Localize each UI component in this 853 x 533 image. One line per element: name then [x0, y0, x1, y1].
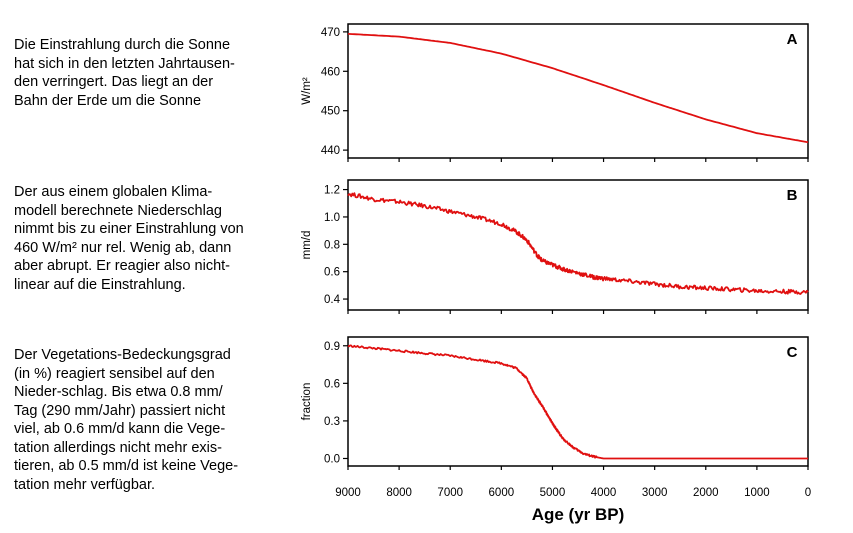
panel-label: C	[787, 344, 798, 361]
x-tick-label: 2000	[693, 487, 719, 499]
y-tick-label: 0.6	[324, 267, 340, 279]
x-axis-label: Age (yr BP)	[532, 505, 625, 524]
series-line-B	[347, 192, 809, 295]
x-tick-label: 8000	[386, 487, 412, 499]
series-line-C	[347, 344, 808, 460]
x-tick-label: 1000	[744, 487, 770, 499]
y-tick-label: 450	[321, 106, 340, 118]
y-tick-label: 0.6	[324, 378, 340, 390]
y-tick-label: 0.8	[324, 239, 340, 251]
panel-b-description: Der aus einem globalen Klima- modell ber…	[14, 184, 244, 293]
y-tick-label: 470	[321, 27, 340, 39]
panel-label: B	[787, 187, 798, 204]
plot-frame-C	[347, 336, 809, 467]
plot-frame-B	[347, 179, 809, 311]
y-tick-label: 0.3	[324, 416, 340, 428]
x-tick-label: 5000	[540, 487, 566, 499]
y-axis-label: W/m²	[301, 77, 313, 105]
y-tick-label: 460	[321, 66, 340, 78]
x-tick-label: 9000	[335, 487, 361, 499]
series-line-A	[347, 33, 809, 144]
x-tick-label: 6000	[489, 487, 515, 499]
panel-c-description: Der Vegetations-Bedeckungsgrad (in %) re…	[14, 347, 239, 493]
panel-a-description: Die Einstrahlung durch die Sonne hat sic…	[14, 37, 235, 109]
y-axis-label: mm/d	[301, 231, 313, 260]
y-axis-label: fraction	[301, 383, 313, 421]
y-tick-label: 0.4	[324, 294, 341, 306]
panel-label: A	[787, 31, 798, 48]
y-tick-label: 1.2	[324, 185, 340, 197]
y-tick-label: 0.0	[324, 453, 340, 465]
plot-frame-A	[347, 23, 809, 159]
x-tick-label: 3000	[642, 487, 668, 499]
y-tick-label: 0.9	[324, 341, 340, 353]
y-tick-label: 440	[321, 145, 340, 157]
x-tick-label: 0	[805, 487, 811, 499]
x-tick-label: 4000	[591, 487, 617, 499]
x-tick-label: 7000	[437, 487, 463, 499]
y-tick-label: 1.0	[324, 212, 340, 224]
